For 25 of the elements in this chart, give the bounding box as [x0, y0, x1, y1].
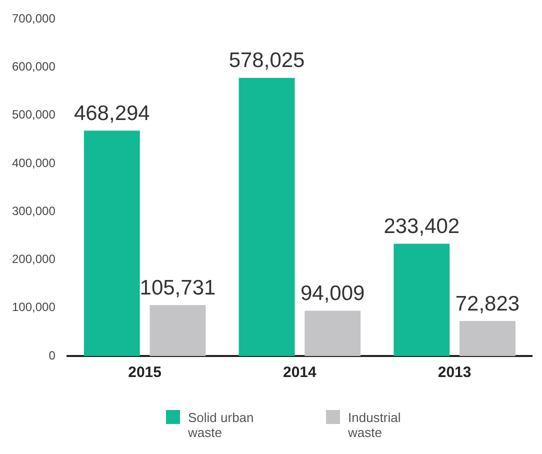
data-label: 72,823	[455, 292, 520, 316]
y-tick-label: 500,000	[12, 108, 56, 122]
bar	[238, 78, 295, 356]
y-tick-label: 300,000	[12, 204, 56, 218]
data-label: 468,294	[74, 102, 150, 125]
data-label: 233,402	[384, 214, 460, 238]
y-tick-label: 400,000	[12, 156, 56, 170]
legend-label: Solid urban waste	[188, 410, 255, 440]
y-tick-label: 200,000	[12, 252, 56, 266]
y-tick-label: 700,000	[12, 12, 56, 26]
bar	[304, 310, 361, 356]
y-tick-label: 100,000	[12, 300, 56, 314]
bar	[84, 130, 140, 356]
x-tick-label: 2013	[438, 364, 472, 382]
data-label: 105,731	[140, 276, 216, 300]
bar	[460, 320, 516, 356]
y-tick-label: 0	[48, 348, 56, 362]
bar	[394, 244, 450, 356]
legend-label: Industrial waste	[348, 410, 402, 440]
data-label: 94,009	[300, 282, 365, 306]
data-label: 578,025	[228, 49, 305, 72]
x-tick-label: 2015	[128, 364, 162, 382]
bar	[150, 305, 206, 356]
x-tick-label: 2014	[283, 364, 318, 382]
y-tick-label: 600,000	[12, 60, 56, 74]
